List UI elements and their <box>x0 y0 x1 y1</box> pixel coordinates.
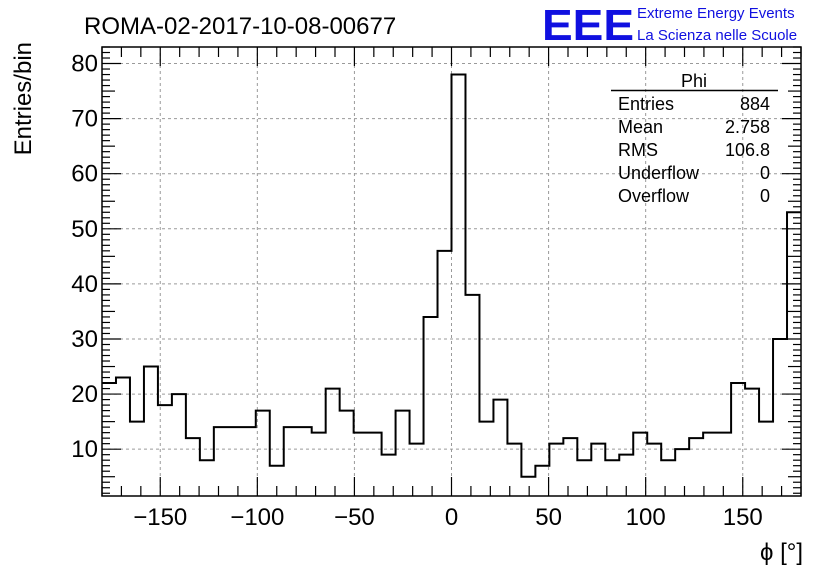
axis-ticks <box>101 46 802 496</box>
y-tick-label: 70 <box>71 106 98 133</box>
x-tick-label: 0 <box>445 504 458 531</box>
x-tick-label: −150 <box>133 504 187 531</box>
x-axis-label: ϕ [°] <box>760 539 803 566</box>
x-tick-label: 50 <box>535 504 562 531</box>
logo-line-1: Extreme Energy Events <box>637 5 795 22</box>
stats-row-value: 0 <box>760 186 770 206</box>
stats-row-label: Underflow <box>618 163 700 183</box>
eee-logo: EEE Extreme Energy Events La Scienza nel… <box>542 1 797 50</box>
y-axis-label: Entries/bin <box>10 42 37 155</box>
histogram-outline <box>102 73 801 478</box>
stats-row-value: 106.8 <box>725 140 770 160</box>
histogram-series <box>102 73 801 478</box>
x-tick-label: 100 <box>626 504 666 531</box>
logo-line-2: La Scienza nelle Scuole <box>637 27 797 44</box>
y-tick-label: 30 <box>71 326 98 353</box>
x-tick-labels: −150 −100 −50 0 50 100 150 <box>133 504 763 531</box>
stats-row-label: Overflow <box>618 186 690 206</box>
stats-box: Phi Entries 884 Mean 2.758 RMS 106.8 Underflow… <box>611 71 778 206</box>
chart-title: ROMA-02-2017-10-08-00677 <box>84 13 396 40</box>
stats-row-label: Mean <box>618 117 663 137</box>
y-tick-label: 10 <box>71 436 98 463</box>
stats-row-value: 884 <box>740 94 770 114</box>
stats-row-value: 0 <box>760 163 770 183</box>
y-tick-label: 20 <box>71 381 98 408</box>
stats-row-label: RMS <box>618 140 658 160</box>
logo-mark: EEE <box>542 1 634 50</box>
y-tick-label: 80 <box>71 51 98 78</box>
grid-lines <box>102 47 801 496</box>
x-tick-label: −50 <box>334 504 375 531</box>
y-tick-label: 60 <box>71 161 98 188</box>
y-tick-labels: 10 20 30 40 50 60 70 80 <box>71 51 98 464</box>
stats-row-label: Entries <box>618 94 674 114</box>
y-tick-label: 40 <box>71 271 98 298</box>
stats-row-value: 2.758 <box>725 117 770 137</box>
x-tick-label: −100 <box>230 504 284 531</box>
x-tick-label: 150 <box>723 504 763 531</box>
stats-box-title: Phi <box>681 71 707 91</box>
y-tick-label: 50 <box>71 216 98 243</box>
